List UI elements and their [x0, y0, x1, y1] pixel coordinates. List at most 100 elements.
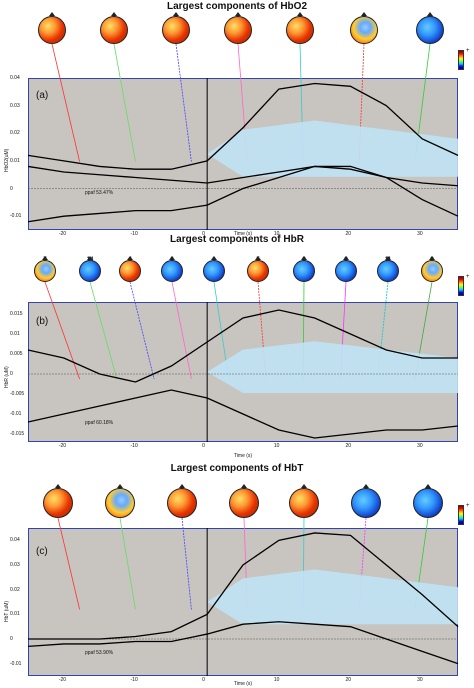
scalp-map-component-7 [38, 16, 66, 44]
scalp-map-component-5 [247, 260, 269, 282]
connector-line-component-6 [358, 43, 365, 162]
scalp-map-component-3 [162, 16, 190, 44]
scalp-nose-marker [385, 256, 391, 260]
scalp-map-component-6 [161, 260, 183, 282]
panel-b-ppaf: ppaf 60.18% [85, 420, 114, 426]
scalp-map-component-11 [377, 260, 399, 282]
scalp-nose-marker [429, 256, 435, 260]
x-tick-label: -20 [58, 443, 67, 449]
y-tick-label: -0.01 [10, 411, 22, 417]
x-tick-label: -20 [58, 677, 67, 683]
panel-a-title: Largest components of HbO2 [166, 1, 307, 12]
y-tick-label: 0 [10, 371, 13, 377]
panel-c-title: Largest components of HbT [170, 463, 304, 474]
scalp-nose-marker [235, 12, 241, 16]
scalp-map-component-2 [421, 260, 443, 282]
colorbar-a [458, 50, 464, 70]
colorbar-b-plus: + [466, 274, 470, 280]
x-tick-label: 0 [202, 677, 205, 683]
scalp-map-component-2 [105, 488, 135, 518]
shaded-band [207, 120, 458, 177]
y-tick-label: 0.005 [10, 351, 23, 357]
connector-line-component-6 [171, 281, 192, 380]
x-tick-label: -20 [58, 231, 67, 237]
shaded-band [207, 341, 458, 393]
series-line-1 [27, 621, 459, 665]
scalp-map-component-14 [79, 260, 101, 282]
y-tick-label: -0.01 [10, 660, 22, 667]
x-tick-label: 20 [345, 677, 352, 683]
scalp-nose-marker [241, 484, 247, 488]
colorbar-c [458, 505, 464, 525]
scalp-map-component-4 [229, 488, 259, 518]
scalp-nose-marker [87, 256, 93, 260]
panel-b-letter: (b) [36, 316, 49, 327]
scalp-map-component-4 [119, 260, 141, 282]
x-tick-label: 20 [345, 231, 352, 237]
y-tick-label: 0.04 [10, 537, 20, 544]
scalp-nose-marker [117, 484, 123, 488]
scalp-map-component-4 [286, 16, 314, 44]
y-tick-label: 0.01 [10, 331, 20, 337]
scalp-nose-marker [301, 484, 307, 488]
scalp-nose-marker [169, 256, 175, 260]
connector-line-component-2 [119, 517, 136, 610]
y-tick-label: 0 [10, 636, 13, 642]
connector-line-component-7 [44, 281, 80, 380]
x-tick-label: -10 [130, 231, 138, 237]
y-tick-label: -0.015 [10, 431, 25, 437]
x-tick-label: 10 [273, 677, 280, 683]
x-tick-label: -10 [130, 443, 138, 449]
connector-line-component-14 [89, 281, 118, 380]
scalp-map-component-9 [351, 488, 381, 518]
x-tick-label: 20 [345, 443, 352, 449]
x-tick-label: 30 [417, 677, 423, 683]
series-line-1 [27, 389, 459, 439]
scalp-map-component-3 [167, 488, 197, 518]
scalp-nose-marker [211, 256, 217, 260]
x-tick-label: 30 [417, 443, 423, 449]
panel-a-letter: (a) [36, 90, 49, 101]
scalp-map-component-8 [335, 260, 357, 282]
scalp-map-component-3 [293, 260, 315, 282]
y-tick-label: 0.01 [10, 611, 20, 618]
panel-b-title: Largest components of HbR [170, 234, 304, 245]
panel-b-xlabel: Time (s) [233, 453, 253, 459]
scalp-map-component-1 [43, 488, 73, 518]
scalp-nose-marker [361, 12, 367, 16]
connector-line-component-4 [129, 281, 155, 380]
scalp-map-component-2 [100, 16, 128, 44]
connector-line-component-2 [113, 43, 136, 162]
y-tick-label: 0.02 [10, 130, 20, 137]
colorbar-b [458, 276, 464, 296]
y-tick-label: -0.005 [10, 391, 25, 397]
x-tick-label: 0 [202, 443, 205, 449]
panel-a-xlabel: Time (s) [233, 231, 253, 237]
scalp-map-component-14 [416, 16, 444, 44]
y-tick-label: -0.01 [10, 213, 22, 220]
y-tick-label: 0.03 [10, 102, 20, 109]
scalp-nose-marker [363, 484, 369, 488]
connector-line-component-1 [57, 517, 80, 610]
panel-c-ppaf: ppaf 53.90% [85, 650, 114, 656]
y-tick-label: 0.01 [10, 157, 20, 164]
scalp-nose-marker [179, 484, 185, 488]
scalp-nose-marker [427, 12, 433, 16]
scalp-map-component-13 [413, 488, 443, 518]
scalp-nose-marker [173, 12, 179, 16]
connector-line-component-3 [181, 517, 192, 610]
scalp-nose-marker [297, 12, 303, 16]
y-tick-label: 0 [10, 185, 13, 192]
y-tick-label: 0.04 [10, 75, 20, 81]
series-line-0 [27, 309, 458, 383]
scalp-nose-marker [425, 484, 431, 488]
scalp-nose-marker [343, 256, 349, 260]
x-tick-label: 30 [417, 231, 423, 237]
x-tick-label: 10 [273, 231, 280, 237]
series-line-2 [27, 165, 459, 187]
series-line-0 [27, 82, 459, 170]
scalp-map-component-1 [203, 260, 225, 282]
scalp-nose-marker [301, 256, 307, 260]
panel-c-letter: (c) [36, 546, 48, 557]
